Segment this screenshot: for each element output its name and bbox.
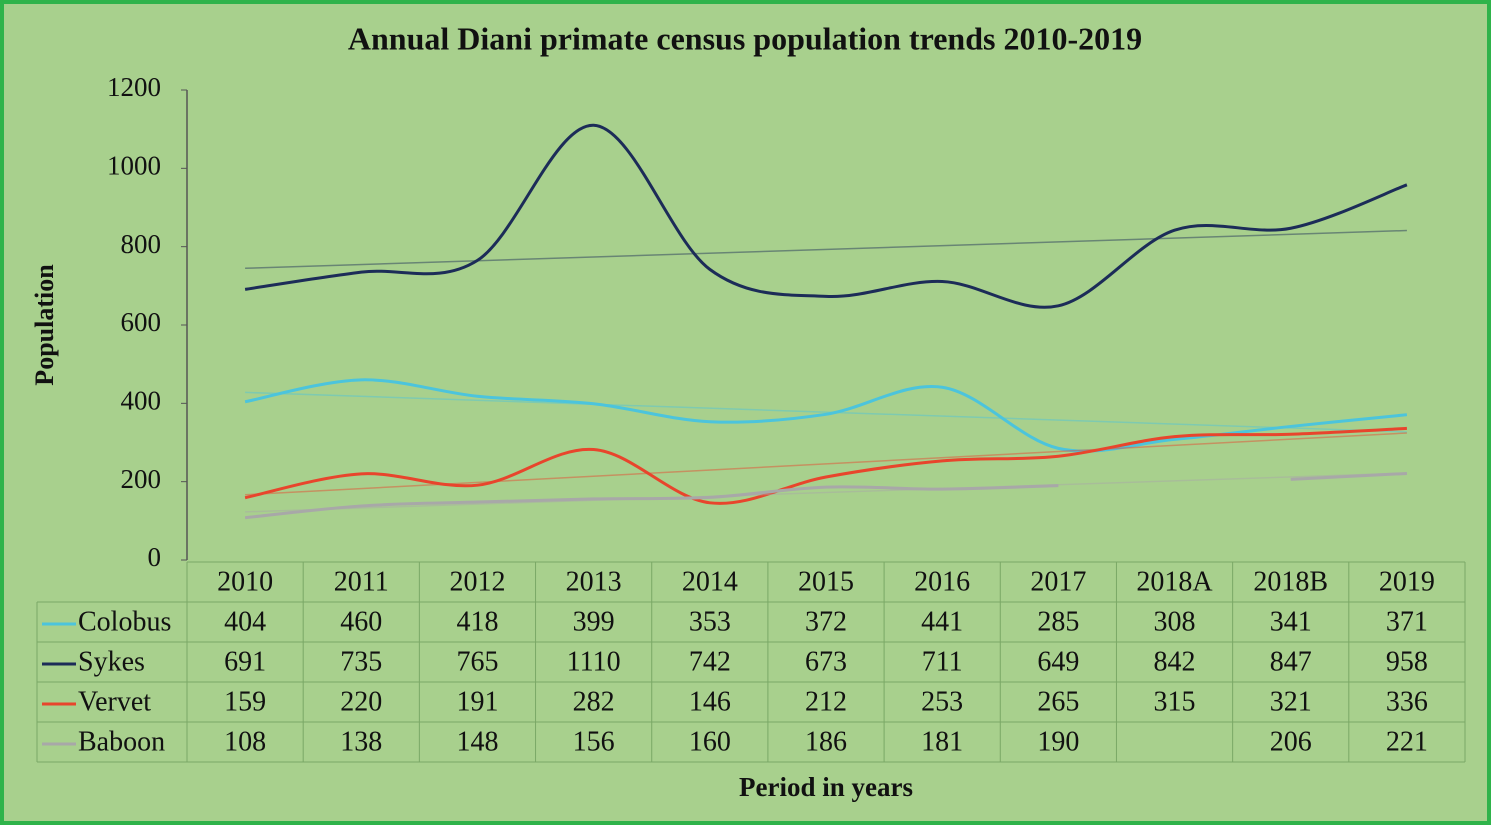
table-value: 1110 [567,646,621,677]
table-value: 315 [1154,686,1196,717]
table-value: 282 [573,686,615,717]
table-value: 190 [1037,726,1079,757]
table-value: 186 [805,726,847,757]
table-value: 146 [689,686,731,717]
table-value: 353 [689,606,731,637]
x-tick-label: 2018B [1253,566,1328,597]
table-value: 159 [224,686,266,717]
table-value: 765 [456,646,498,677]
y-tick-label: 200 [121,464,162,494]
table-value: 399 [573,606,615,637]
table-value: 148 [456,726,498,757]
x-tick-label: 2016 [914,566,970,597]
y-tick-label: 1000 [107,151,161,181]
table-value: 404 [224,606,266,637]
table-value: 460 [340,606,382,637]
table-value: 842 [1154,646,1196,677]
series-line [244,484,1059,520]
series-line [1290,471,1407,481]
y-tick-label: 800 [121,229,162,259]
table-value: 341 [1270,606,1312,637]
table-value: 156 [573,726,615,757]
table-value: 847 [1270,646,1312,677]
table-value: 336 [1386,686,1428,717]
table-value: 160 [689,726,731,757]
x-tick-label: 2012 [449,566,505,597]
series-line [244,123,1408,309]
x-tick-label: 2017 [1030,566,1086,597]
table-value: 285 [1037,606,1079,637]
table-value: 673 [805,646,847,677]
legend-label: Baboon [78,726,165,757]
table-value: 308 [1154,606,1196,637]
table-value: 138 [340,726,382,757]
trendline [245,391,1407,433]
trendline [245,229,1407,270]
legend-label: Sykes [78,646,145,677]
x-tick-label: 2018A [1136,566,1213,597]
table-value: 735 [340,646,382,677]
table-value: 418 [456,606,498,637]
legend-label: Colobus [78,606,171,637]
table-value: 253 [921,686,963,717]
x-tick-label: 2013 [566,566,622,597]
table-value: 321 [1270,686,1312,717]
y-tick-label: 1200 [107,72,161,102]
table-value: 181 [921,726,963,757]
table-value: 206 [1270,726,1312,757]
table-value: 441 [921,606,963,637]
x-tick-label: 2011 [334,566,389,597]
table-value: 649 [1037,646,1079,677]
table-value: 372 [805,606,847,637]
x-tick-label: 2014 [682,566,738,597]
table-value: 711 [922,646,963,677]
table-value: 221 [1386,726,1428,757]
chart-title: Annual Diani primate census population t… [348,20,1142,56]
series-line [244,426,1407,505]
x-tick-label: 2019 [1379,566,1435,597]
table-value: 691 [224,646,266,677]
table-value: 220 [340,686,382,717]
trendline [245,472,1407,513]
x-axis-label: Period in years [739,772,913,802]
y-tick-label: 600 [121,307,162,337]
x-tick-label: 2010 [217,566,273,597]
legend-label: Vervet [78,686,151,717]
table-value: 265 [1037,686,1079,717]
table-value: 958 [1386,646,1428,677]
table-value: 742 [689,646,731,677]
table-value: 191 [456,686,498,717]
table-value: 212 [805,686,847,717]
y-axis-label: Population [30,264,59,386]
y-tick-label: 400 [121,386,162,416]
table-value: 371 [1386,606,1428,637]
x-tick-label: 2015 [798,566,854,597]
table-value: 108 [224,726,266,757]
y-tick-label: 0 [148,542,162,572]
